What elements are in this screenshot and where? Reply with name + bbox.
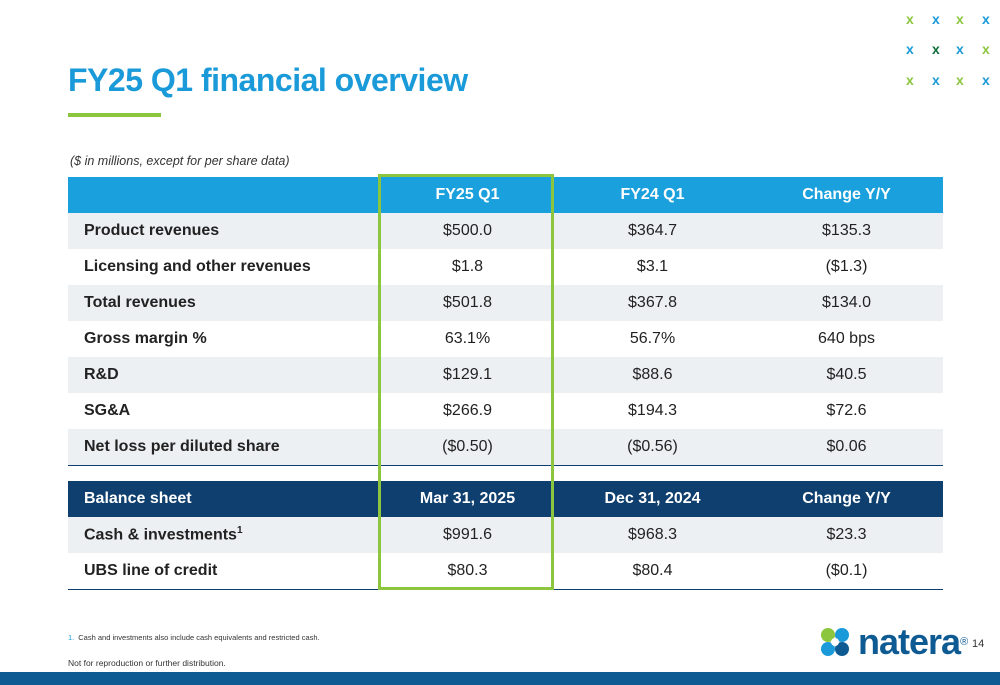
row-label: Total revenues [84, 294, 196, 311]
header-dec-2024: Dec 31, 2024 [604, 490, 701, 507]
cell-fy25: $500.0 [443, 222, 492, 239]
header-fy24: FY24 Q1 [620, 186, 685, 203]
row-label: UBS line of credit [68, 553, 380, 590]
cell-mar: $991.6 [443, 526, 492, 543]
cell-fy24: $364.7 [628, 222, 677, 239]
registered-mark: ® [960, 636, 969, 648]
x-mark: x [932, 11, 940, 27]
cell-fy25: ($0.50) [380, 429, 555, 466]
table-row: Gross margin % 63.1% 56.7% 640 bps [68, 321, 943, 357]
footnote: 1. Cash and investments also include cash… [68, 633, 320, 642]
footnote-ref: 1 [236, 525, 243, 537]
cell-change: $134.0 [822, 294, 871, 311]
bottom-bar [0, 672, 1000, 685]
row-label: Cash & investments1 [68, 517, 380, 553]
row-label: R&D [84, 366, 119, 383]
row-label: SG&A [84, 402, 131, 419]
header-change: Change Y/Y [802, 490, 891, 507]
table-row: Cash & investments1 $991.6 $968.3 $23.3 [68, 517, 943, 553]
cell-fy24: $367.8 [628, 294, 677, 311]
cell-change: ($0.1) [750, 553, 943, 590]
cell-fy24: 56.7% [629, 330, 676, 347]
cell-dec: $80.4 [555, 553, 750, 590]
x-mark: x [906, 11, 914, 27]
title-underline [68, 113, 161, 117]
cell-mar: $80.3 [380, 553, 555, 590]
table-row: R&D $129.1 $88.6 $40.5 [68, 357, 943, 393]
x-mark: x [906, 72, 914, 88]
cell-fy25: $129.1 [443, 366, 492, 383]
row-label: Licensing and other revenues [84, 258, 311, 275]
table-row: SG&A $266.9 $194.3 $72.6 [68, 393, 943, 429]
income-header-row: FY25 Q1 FY24 Q1 Change Y/Y [68, 177, 943, 213]
row-label: Net loss per diluted share [68, 429, 380, 466]
cell-fy25: $1.8 [451, 258, 484, 275]
cell-change: $40.5 [826, 366, 867, 383]
natera-logo: natera ® [818, 624, 968, 660]
table-row: UBS line of credit $80.3 $80.4 ($0.1) [68, 553, 943, 590]
table-row: Net loss per diluted share ($0.50) ($0.5… [68, 429, 943, 466]
header-balance-sheet: Balance sheet [84, 490, 192, 507]
header-mar-2025: Mar 31, 2025 [419, 490, 516, 507]
row-label: Product revenues [84, 222, 220, 239]
x-mark: x [906, 41, 914, 57]
logo-text: natera [858, 621, 961, 662]
cell-fy24: $88.6 [632, 366, 673, 383]
disclaimer: Not for reproduction or further distribu… [68, 658, 226, 668]
x-mark: x [982, 41, 990, 57]
table-row: Licensing and other revenues $1.8 $3.1 (… [68, 249, 943, 285]
footnote-text: Cash and investments also include cash e… [78, 633, 320, 642]
cell-dec: $968.3 [628, 526, 677, 543]
cell-change: $23.3 [826, 526, 867, 543]
x-mark: x [982, 72, 990, 88]
x-mark: x [956, 11, 964, 27]
cell-fy24: ($0.56) [555, 429, 750, 466]
units-note: ($ in millions, except for per share dat… [70, 154, 290, 168]
x-mark: x [982, 11, 990, 27]
cell-fy25: $266.9 [443, 402, 492, 419]
header-blank [68, 177, 380, 213]
cell-fy24: $3.1 [636, 258, 669, 275]
balance-header-row: Balance sheet Mar 31, 2025 Dec 31, 2024 … [68, 481, 943, 517]
page-number: 14 [972, 638, 985, 650]
row-label: Gross margin % [84, 330, 207, 347]
footnote-number: 1. [68, 633, 75, 642]
table-row: Product revenues $500.0 $364.7 $135.3 [68, 213, 943, 249]
x-mark: x [956, 41, 964, 57]
cell-change: ($1.3) [825, 258, 868, 275]
x-mark: x [956, 72, 964, 88]
row-label-text: Cash & investments [84, 526, 237, 544]
cell-fy25: 63.1% [444, 330, 491, 347]
cell-change: $0.06 [750, 429, 943, 466]
cell-change: $72.6 [826, 402, 867, 419]
cell-fy25: $501.8 [443, 294, 492, 311]
highlight-box [378, 174, 554, 590]
cell-change: 640 bps [818, 330, 875, 347]
x-mark: x [932, 41, 940, 57]
decorative-x-pattern: x x x x x x x x x x x x [900, 6, 1000, 96]
financial-table: FY25 Q1 FY24 Q1 Change Y/Y Product reven… [68, 177, 943, 590]
logo-mark-icon [821, 628, 849, 656]
header-fy25: FY25 Q1 [435, 186, 500, 203]
header-change: Change Y/Y [802, 186, 891, 203]
x-mark: x [932, 72, 940, 88]
cell-change: $135.3 [822, 222, 871, 239]
page-title: FY25 Q1 financial overview [68, 62, 468, 98]
cell-fy24: $194.3 [628, 402, 677, 419]
table-row: Total revenues $501.8 $367.8 $134.0 [68, 285, 943, 321]
